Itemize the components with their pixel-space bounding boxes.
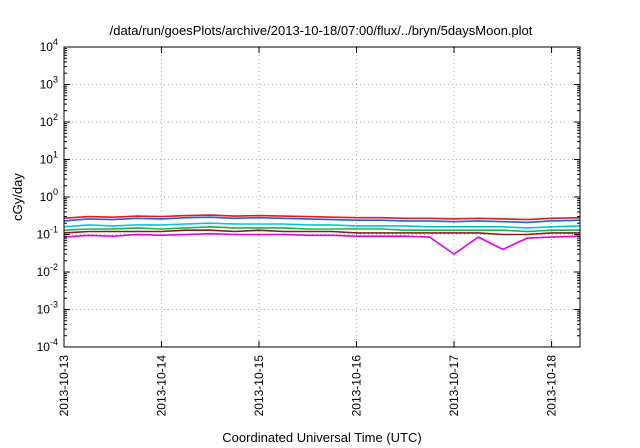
series-line-3 [63, 222, 581, 229]
series-line-1 [63, 214, 581, 221]
chart-title: /data/run/goesPlots/archive/2013-10-18/0… [110, 23, 533, 38]
x-tick-label: 2013-10-17 [447, 355, 461, 417]
x-tick-labels: 2013-10-13 2013-10-14 2013-10-15 2013-10-16… [57, 355, 559, 417]
grid [64, 47, 580, 347]
x-axis-label: Coordinated Universal Time (UTC) [222, 430, 421, 445]
y-tick-label: 102 [40, 112, 58, 129]
series-line-2 [63, 216, 581, 224]
y-tick-label: 100 [40, 187, 58, 204]
y-tick-labels: 104 103 102 101 100 10-1 10-2 10-3 10-4 [37, 37, 58, 354]
x-tick-label: 2013-10-13 [57, 355, 71, 417]
series-layer [63, 214, 581, 255]
y-tick-label: 10-3 [37, 300, 58, 317]
y-tick-label: 10-4 [37, 337, 58, 354]
series-line-4 [63, 226, 580, 233]
x-tick-label: 2013-10-14 [155, 355, 169, 417]
x-tick-label: 2013-10-16 [350, 355, 364, 417]
y-tick-label: 101 [40, 150, 58, 167]
series-line-5 [63, 229, 580, 236]
y-tick-label: 104 [40, 37, 58, 54]
axis-ticks [63, 46, 580, 348]
y-tick-label: 103 [40, 75, 58, 92]
y-tick-label: 10-1 [37, 225, 58, 242]
y-tick-label: 10-2 [37, 262, 58, 279]
series-line-6 [63, 232, 581, 255]
plot-frame [63, 46, 581, 348]
x-tick-label: 2013-10-15 [252, 355, 266, 417]
y-axis-label: cGy/day [10, 173, 25, 221]
x-tick-label: 2013-10-18 [545, 355, 559, 417]
